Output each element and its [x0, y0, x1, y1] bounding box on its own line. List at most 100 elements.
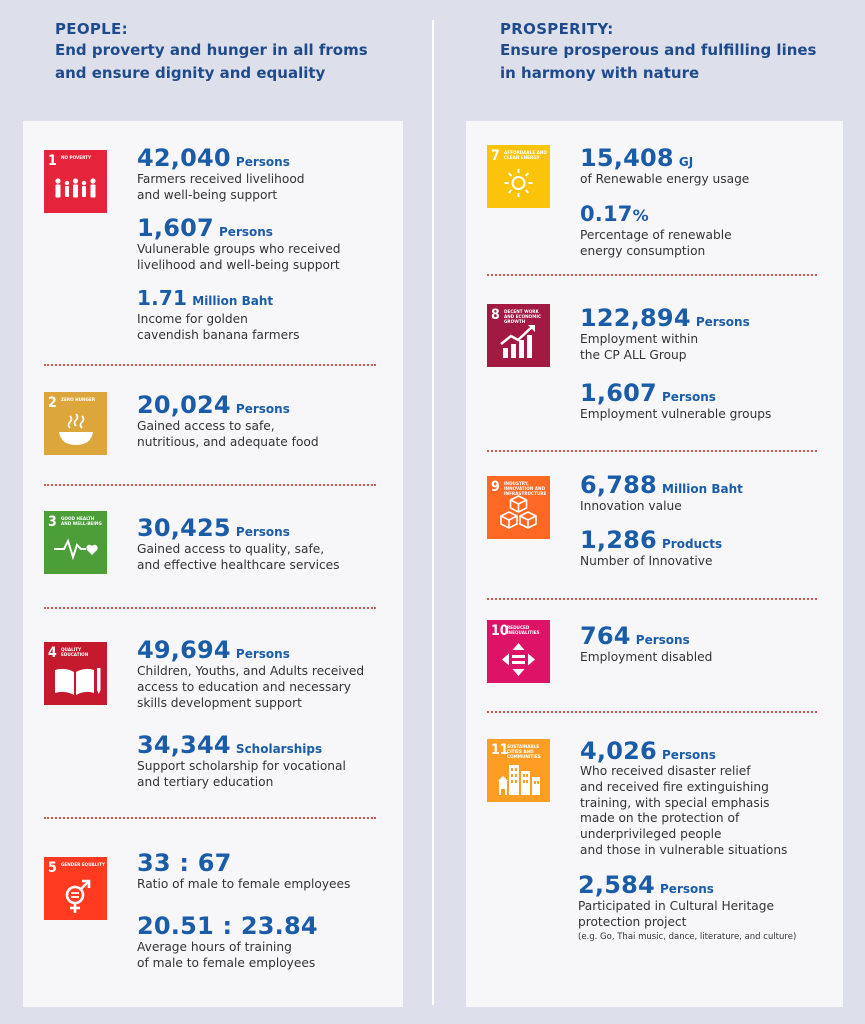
section-divider — [487, 450, 817, 452]
stat-unit: Million Baht — [662, 482, 743, 496]
stat-value: 764 — [580, 622, 631, 650]
stat-description: Who received disaster relief and receive… — [580, 764, 788, 857]
sdg-label: Zero hunger — [61, 397, 96, 402]
stat-unit: Persons — [235, 525, 290, 539]
prosperity-panel — [466, 121, 843, 1007]
sdg-10-tile: 10 Reduced inequalities — [487, 620, 550, 683]
sdg-number: 5 — [48, 860, 57, 876]
sdg-number: 7 — [491, 148, 500, 164]
stat-block: 2,584 Persons Participated in Cultural H… — [578, 872, 796, 944]
section-divider — [44, 484, 376, 486]
stat-block: 6,788 Million Baht Innovation value — [580, 472, 743, 514]
stat-value: 2,584 — [578, 871, 655, 899]
stat-block: 1,607 Persons Vulunerable groups who rec… — [137, 215, 340, 273]
sdg-7-tile: 7 Affordable and clean energy — [487, 145, 550, 208]
stat-block: 42,040 Persons Farmers received liveliho… — [137, 145, 305, 203]
family-icon — [55, 178, 96, 198]
stat-unit: Persons — [235, 402, 290, 416]
sdg-3-tile: 3 Good health and well-being — [44, 511, 107, 574]
people-header: PEOPLE: End proverty and hunger in all f… — [55, 20, 368, 84]
sdg-number: 9 — [491, 479, 500, 495]
stat-block: 1,607 Persons Employment vulnerable grou… — [580, 380, 771, 422]
stat-value: 34,344 — [137, 731, 231, 759]
stat-value: 30,425 — [137, 514, 231, 542]
stat-description: Employment disabled — [580, 650, 713, 664]
stat-unit: Persons — [235, 155, 290, 169]
stat-unit: Persons — [219, 225, 273, 239]
sdg-5-tile: 5 Gender equality — [44, 857, 107, 920]
stat-block: 20,024 Persons Gained access to safe, nu… — [137, 392, 319, 450]
stat-value: 1,607 — [580, 379, 657, 407]
stat-unit: Persons — [695, 315, 750, 329]
stat-block: 49,694 Persons Children, Youths, and Adu… — [137, 637, 364, 711]
bowl-icon — [59, 413, 93, 445]
prosperity-title: PROSPERITY: — [500, 20, 614, 38]
section-divider — [487, 598, 817, 600]
stat-description: Gained access to quality, safe, and effe… — [137, 542, 340, 572]
sdg-8-tile: 8 Decent work and economic growth — [487, 304, 550, 367]
stat-block: 33 : 67 Ratio of male to female employee… — [137, 850, 350, 892]
gender-equality-icon — [65, 879, 91, 913]
sdg-label: Good health and well-being — [61, 516, 102, 526]
section-divider — [44, 607, 376, 609]
stat-value: 33 : 67 — [137, 849, 232, 877]
stat-description: Support scholarship for vocational and t… — [137, 759, 346, 789]
stat-value: 20,024 — [137, 391, 231, 419]
stat-description: Farmers received livelihood and well-bei… — [137, 172, 305, 202]
growth-chart-icon — [500, 325, 535, 358]
stat-description: Employment within the CP ALL Group — [580, 332, 699, 362]
stat-description: Percentage of renewable energy consumpti… — [580, 228, 732, 258]
people-subtitle-line2: and ensure dignity and equality — [55, 64, 326, 82]
section-divider — [487, 711, 817, 713]
sdg-number: 2 — [48, 395, 57, 411]
sdg-label: Industry, innovation and infrastructure — [504, 481, 547, 496]
sdg-2-tile: 2 Zero hunger — [44, 392, 107, 455]
column-divider — [432, 20, 434, 1005]
sdg-number: 11 — [491, 742, 509, 758]
sdg-number: 4 — [48, 645, 57, 661]
stat-block: 0.17% Percentage of renewable energy con… — [580, 201, 732, 259]
stat-description: of Renewable energy usage — [580, 172, 750, 186]
stat-block: 1.71 Million Baht Income for golden cave… — [137, 285, 299, 343]
sdg-9-tile: 9 Industry, innovation and infrastructur… — [487, 476, 550, 539]
stat-description: Income for golden cavendish banana farme… — [137, 312, 300, 342]
stat-value: 49,694 — [137, 636, 231, 664]
stat-unit: Scholarships — [235, 742, 323, 756]
sdg-number: 8 — [491, 307, 500, 323]
stat-description: Employment vulnerable groups — [580, 407, 772, 421]
stat-description: Number of Innovative — [580, 554, 713, 568]
prosperity-subtitle-line1: Ensure prosperous and fulfilling lines — [500, 41, 817, 59]
people-title: PEOPLE: — [55, 20, 128, 38]
sdg-label: Quality education — [61, 647, 89, 657]
stat-block: 20.51 : 23.84 Average hours of training … — [137, 913, 318, 971]
sdg-label: No poverty — [61, 155, 92, 160]
sdg-label: Sustainable cities and communities — [507, 744, 541, 759]
sdg-number: 3 — [48, 514, 57, 530]
sdg-label: Reduced inequalities — [507, 625, 540, 635]
stat-block: 122,894 Persons Employment within the CP… — [580, 305, 750, 363]
sdg-4-tile: 4 Quality education — [44, 642, 107, 705]
stat-unit: % — [632, 206, 649, 225]
stat-unit: Persons — [662, 748, 716, 762]
stat-value: 42,040 — [137, 144, 231, 172]
stat-description: Innovation value — [580, 499, 682, 513]
equal-arrows-icon — [502, 643, 535, 676]
stat-description: Vulunerable groups who received liveliho… — [137, 242, 341, 272]
stat-value: 15,408 — [580, 144, 674, 172]
sdg-1-tile: 1 No poverty — [44, 150, 107, 213]
stat-value: 1,607 — [137, 214, 214, 242]
stat-value: 1,286 — [580, 526, 657, 554]
stat-value: 20.51 : 23.84 — [137, 912, 318, 940]
sdg-11-tile: 11 Sustainable cities and communities — [487, 739, 550, 802]
stat-block: 34,344 Scholarships Support scholarship … — [137, 732, 346, 790]
stat-block: 30,425 Persons Gained access to quality,… — [137, 515, 340, 573]
stat-unit: Persons — [635, 633, 690, 647]
stat-value: 4,026 — [580, 737, 657, 765]
stat-block: 1,286 Products Number of Innovative — [580, 527, 722, 569]
stat-description: Average hours of training of male to fem… — [137, 940, 316, 970]
prosperity-header: PROSPERITY: Ensure prosperous and fulfil… — [500, 20, 817, 84]
section-divider — [44, 817, 376, 819]
stat-description: Gained access to safe, nutritious, and a… — [137, 419, 319, 449]
stat-value: 6,788 — [580, 471, 657, 499]
stat-unit: Persons — [235, 647, 290, 661]
